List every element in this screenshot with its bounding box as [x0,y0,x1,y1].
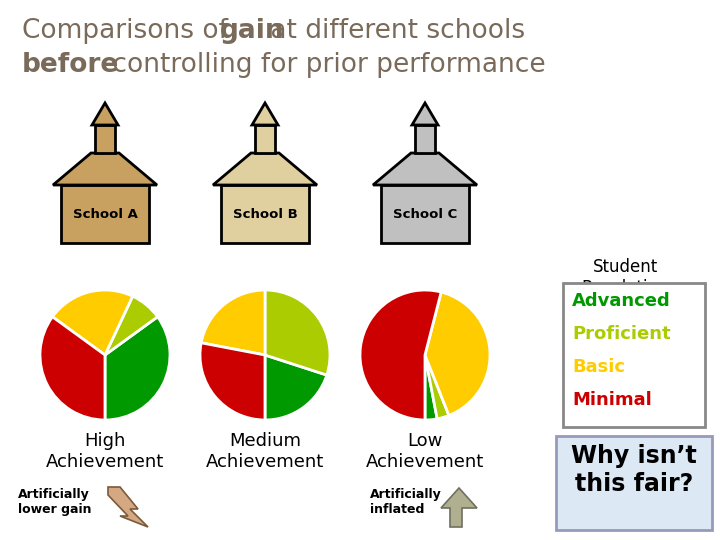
Wedge shape [425,355,437,420]
Wedge shape [425,292,490,415]
Text: School C: School C [393,207,457,220]
Wedge shape [105,317,170,420]
Polygon shape [92,103,118,125]
Polygon shape [412,103,438,125]
Text: at different schools: at different schools [262,18,525,44]
Text: before: before [22,52,120,78]
Text: School A: School A [73,207,138,220]
Wedge shape [200,343,265,420]
Polygon shape [373,153,477,185]
Bar [221,185,309,243]
Text: Medium
Achievement: Medium Achievement [206,432,324,471]
Text: gain: gain [220,18,284,44]
Wedge shape [201,290,265,355]
Wedge shape [425,355,449,419]
Wedge shape [105,296,158,355]
Bar [415,125,435,153]
Text: Why isn’t
this fair?: Why isn’t this fair? [571,444,697,496]
Text: Artificially
lower gain: Artificially lower gain [18,488,91,516]
Polygon shape [108,487,148,527]
Text: Minimal: Minimal [572,391,652,409]
Polygon shape [252,103,278,125]
Wedge shape [40,317,105,420]
Wedge shape [265,290,330,375]
Bar [255,125,275,153]
Text: Artificially
inflated: Artificially inflated [370,488,442,516]
Wedge shape [265,355,327,420]
Wedge shape [53,290,132,355]
Text: School B: School B [233,207,297,220]
Wedge shape [360,290,441,420]
Text: controlling for prior performance: controlling for prior performance [104,52,546,78]
Text: Student
Population: Student Population [582,258,669,297]
Polygon shape [53,153,157,185]
Bar [61,185,149,243]
FancyBboxPatch shape [563,283,705,427]
Text: Low
Achievement: Low Achievement [366,432,484,471]
FancyBboxPatch shape [556,436,712,530]
Text: Proficient: Proficient [572,325,670,343]
Bar [95,125,115,153]
Text: Comparisons of: Comparisons of [22,18,236,44]
Bar [381,185,469,243]
Polygon shape [441,488,477,527]
Text: Basic: Basic [572,358,625,376]
Text: Advanced: Advanced [572,292,671,310]
Polygon shape [213,153,317,185]
Text: High
Achievement: High Achievement [46,432,164,471]
